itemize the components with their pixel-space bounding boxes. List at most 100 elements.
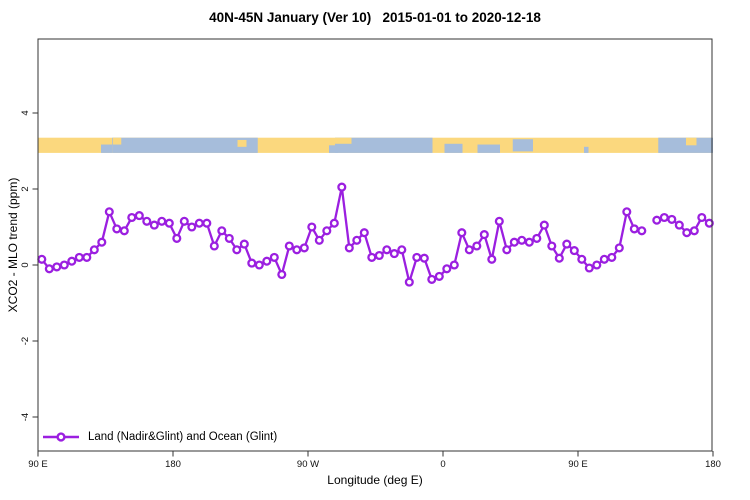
data-point — [419, 253, 429, 263]
map-strip-ocean-patch — [512, 139, 533, 152]
data-point — [667, 214, 677, 224]
data-point — [547, 241, 557, 251]
data-point — [479, 230, 489, 240]
data-point — [539, 220, 549, 230]
data-point — [37, 254, 47, 264]
map-strip-ocean-patch — [477, 144, 500, 153]
data-point — [682, 228, 692, 238]
data-point — [284, 241, 294, 251]
map-strip-land-patch — [335, 137, 352, 144]
data-point — [247, 258, 257, 268]
data-point — [254, 260, 264, 270]
map-strip-ocean-patch — [329, 145, 338, 153]
data-point — [367, 252, 377, 262]
y-tick-label: 4 — [20, 110, 31, 115]
map-strip-land-patch — [237, 139, 247, 147]
data-point — [629, 224, 639, 234]
data-point — [524, 237, 534, 247]
data-point — [607, 252, 617, 262]
data-point — [172, 233, 182, 243]
data-point — [487, 254, 497, 264]
data-point — [112, 224, 122, 234]
x-tick-label: 90 E — [568, 459, 588, 470]
data-point — [269, 252, 279, 262]
data-point — [277, 269, 287, 280]
y-tick-label: -2 — [20, 337, 31, 345]
data-point — [502, 245, 512, 255]
chart-title: 40N-45N January (Ver 10) 2015-01-01 to 2… — [209, 10, 541, 25]
data-point — [59, 260, 69, 270]
data-point — [397, 245, 407, 255]
data-point — [427, 274, 437, 284]
data-point — [262, 256, 272, 266]
data-point — [299, 243, 309, 253]
data-point — [119, 226, 129, 236]
data-point — [142, 216, 152, 226]
data-point — [599, 254, 609, 264]
data-point — [659, 212, 669, 223]
legend-marker-icon — [43, 432, 79, 442]
x-tick-label: 90 E — [28, 459, 48, 470]
data-point — [359, 228, 369, 238]
data-point — [187, 222, 197, 232]
data-point — [224, 233, 234, 243]
data-point — [704, 218, 714, 228]
x-tick-label: 180 — [705, 459, 721, 470]
data-point — [82, 252, 92, 262]
x-axis-label: Longitude (deg E) — [327, 473, 423, 487]
data-point — [449, 260, 459, 270]
data-point — [67, 256, 77, 266]
data-point — [464, 245, 474, 255]
data-point — [157, 216, 167, 226]
data-point — [614, 243, 624, 253]
y-tick-label: 2 — [20, 186, 31, 191]
plot-border — [37, 38, 713, 452]
data-point — [329, 218, 339, 228]
data-point — [44, 264, 54, 274]
data-point — [292, 245, 302, 255]
legend-label: Land (Nadir&Glint) and Ocean (Glint) — [88, 431, 278, 443]
map-strip-land-patch — [686, 137, 697, 146]
data-point — [382, 245, 392, 255]
x-tick-label: 0 — [440, 459, 445, 470]
data-point — [389, 249, 399, 259]
data-point — [577, 254, 587, 264]
data-point — [217, 226, 227, 236]
map-strip-ocean-patch — [444, 143, 463, 153]
data-point — [344, 243, 354, 253]
data-point — [374, 250, 384, 261]
map-strip-ocean-segment — [112, 137, 258, 153]
data-point — [209, 241, 219, 251]
data-point — [52, 262, 62, 272]
data-point — [127, 212, 137, 223]
data-point — [472, 241, 482, 251]
data-point — [674, 220, 684, 230]
data-point — [697, 212, 707, 223]
data-point — [562, 239, 572, 249]
data-point — [509, 237, 519, 247]
data-point — [404, 277, 414, 287]
y-tick-label: -4 — [20, 413, 31, 421]
data-point — [232, 245, 242, 255]
data-point — [74, 252, 84, 262]
x-tick-label: 90 W — [297, 459, 319, 470]
data-point — [307, 222, 317, 232]
y-axis-label: XCO2 - MLO trend (ppm) — [6, 177, 20, 313]
data-point — [89, 245, 99, 255]
data-point — [622, 207, 632, 217]
y-tick-label: 0 — [20, 262, 31, 267]
data-point — [652, 215, 662, 225]
data-point — [532, 233, 542, 243]
legend: Land (Nadir&Glint) and Ocean (Glint) — [42, 429, 277, 445]
x-tick-label: 180 — [165, 459, 181, 470]
data-point — [554, 253, 564, 263]
data-point — [584, 263, 594, 273]
data-point — [637, 226, 647, 236]
data-point — [442, 264, 452, 274]
data-point — [149, 220, 159, 230]
data-point — [194, 218, 204, 228]
data-point — [689, 226, 699, 236]
data-point — [517, 235, 527, 245]
